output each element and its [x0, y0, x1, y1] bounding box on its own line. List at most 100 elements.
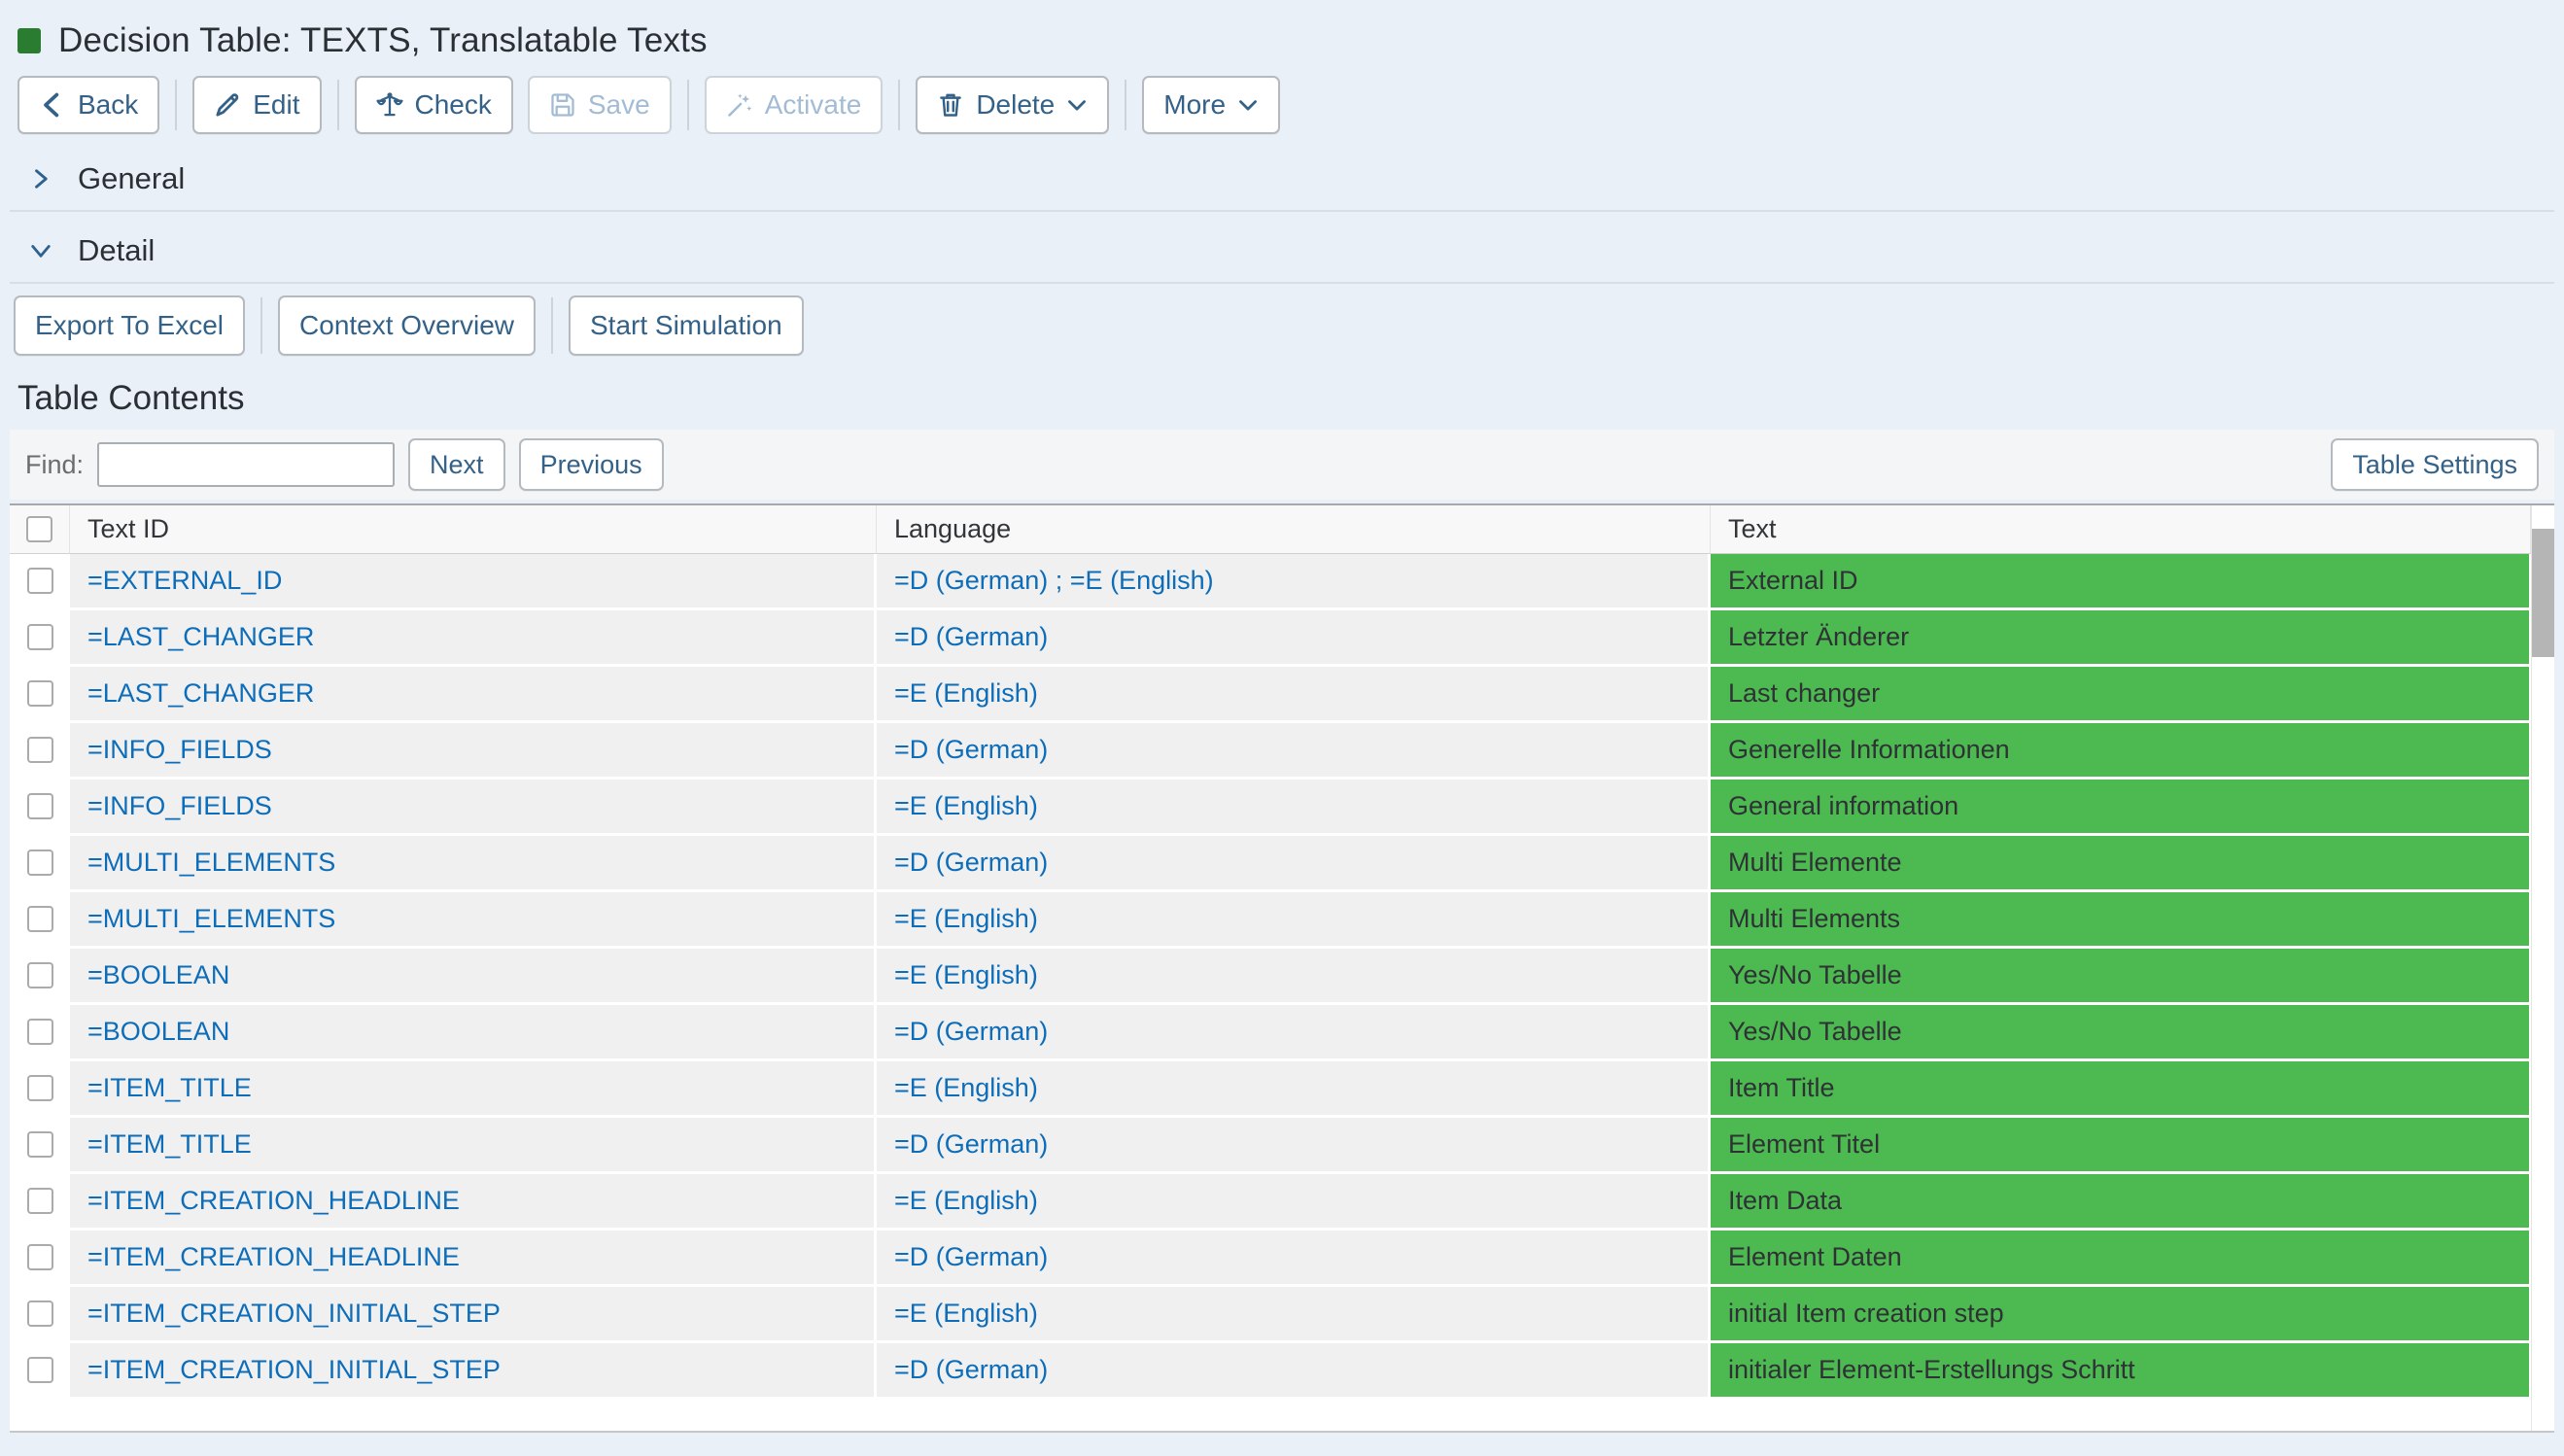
row-text-id-link[interactable]: =EXTERNAL_ID: [87, 566, 283, 595]
section-general[interactable]: General: [29, 154, 2554, 204]
context-overview-button[interactable]: Context Overview: [278, 295, 536, 356]
row-text-id-link[interactable]: =LAST_CHANGER: [87, 622, 315, 651]
row-checkbox[interactable]: [26, 1244, 53, 1270]
row-text-id-link[interactable]: =LAST_CHANGER: [87, 678, 315, 708]
section-detail[interactable]: Detail: [29, 225, 2554, 276]
row-text-value: Yes/No Tabelle: [1728, 960, 1902, 989]
row-text-cell[interactable]: Yes/No Tabelle: [1711, 1005, 2531, 1061]
row-language-link[interactable]: =E (English): [894, 678, 1038, 708]
row-text-id-link[interactable]: =ITEM_CREATION_HEADLINE: [87, 1186, 460, 1215]
row-text-id-link[interactable]: =ITEM_TITLE: [87, 1129, 252, 1159]
row-text-id-link[interactable]: =ITEM_CREATION_INITIAL_STEP: [87, 1355, 501, 1384]
row-text-value: Yes/No Tabelle: [1728, 1017, 1902, 1046]
check-button[interactable]: Check: [354, 76, 513, 134]
row-text-id-link[interactable]: =INFO_FIELDS: [87, 791, 272, 820]
table-contents-heading: Table Contents: [17, 379, 245, 417]
vertical-scrollbar-thumb[interactable]: [2532, 529, 2554, 657]
row-checkbox-cell: [10, 1231, 70, 1287]
more-label: More: [1163, 89, 1227, 120]
row-text-value: Item Title: [1728, 1073, 1835, 1102]
row-checkbox[interactable]: [26, 1188, 53, 1214]
row-language-link[interactable]: =E (English): [894, 1299, 1038, 1328]
row-text-cell[interactable]: Last changer: [1711, 667, 2531, 723]
row-text-id-link[interactable]: =INFO_FIELDS: [87, 735, 272, 764]
table-settings-button[interactable]: Table Settings: [2331, 438, 2539, 491]
row-language-link[interactable]: =D (German): [894, 848, 1049, 877]
find-previous-button[interactable]: Previous: [518, 438, 664, 491]
row-text-id-link[interactable]: =MULTI_ELEMENTS: [87, 904, 336, 933]
select-all-cell[interactable]: [10, 505, 70, 554]
section-general-label: General: [78, 161, 186, 195]
more-button[interactable]: More: [1142, 76, 1281, 134]
row-text-id-link[interactable]: =BOOLEAN: [87, 1017, 230, 1046]
row-language-link[interactable]: =D (German): [894, 1129, 1049, 1159]
table-header-row: Text ID Language Text: [10, 505, 2554, 554]
row-language-link[interactable]: =D (German): [894, 622, 1049, 651]
row-text-cell[interactable]: Item Data: [1711, 1174, 2531, 1231]
row-text-cell[interactable]: initial Item creation step: [1711, 1287, 2531, 1343]
row-checkbox[interactable]: [26, 849, 53, 876]
toolbar-separator: [336, 80, 339, 130]
row-text-cell[interactable]: Generelle Informationen: [1711, 723, 2531, 780]
row-language-link[interactable]: =D (German): [894, 1355, 1049, 1384]
row-checkbox[interactable]: [26, 793, 53, 819]
row-text-id-cell: =LAST_CHANGER: [70, 667, 877, 723]
row-text-cell[interactable]: General information: [1711, 780, 2531, 836]
edit-button[interactable]: Edit: [192, 76, 322, 134]
row-text-cell[interactable]: Yes/No Tabelle: [1711, 949, 2531, 1005]
activate-button[interactable]: Activate: [704, 76, 884, 134]
row-checkbox[interactable]: [26, 1019, 53, 1045]
row-text-id-link[interactable]: =MULTI_ELEMENTS: [87, 848, 336, 877]
row-language-link[interactable]: =D (German): [894, 1242, 1049, 1271]
delete-button[interactable]: Delete: [916, 76, 1110, 134]
row-language-link[interactable]: =E (English): [894, 1186, 1038, 1215]
row-checkbox[interactable]: [26, 624, 53, 650]
row-checkbox[interactable]: [26, 737, 53, 763]
start-simulation-button[interactable]: Start Simulation: [569, 295, 804, 356]
row-checkbox[interactable]: [26, 1075, 53, 1101]
row-text-id-cell: =INFO_FIELDS: [70, 723, 877, 780]
save-button[interactable]: Save: [527, 76, 672, 134]
row-checkbox[interactable]: [26, 1357, 53, 1383]
table-row: =ITEM_CREATION_INITIAL_STEP =E (English)…: [10, 1287, 2554, 1343]
row-language-link[interactable]: =D (German): [894, 1017, 1049, 1046]
row-text-id-link[interactable]: =BOOLEAN: [87, 960, 230, 989]
row-language-link[interactable]: =D (German) ; =E (English): [894, 566, 1214, 595]
row-checkbox[interactable]: [26, 1131, 53, 1158]
row-text-id-cell: =ITEM_TITLE: [70, 1061, 877, 1118]
row-text-id-link[interactable]: =ITEM_CREATION_HEADLINE: [87, 1242, 460, 1271]
row-text-cell[interactable]: External ID: [1711, 554, 2531, 610]
row-language-cell: =D (German): [877, 1005, 1711, 1061]
row-text-id-link[interactable]: =ITEM_CREATION_INITIAL_STEP: [87, 1299, 501, 1328]
row-checkbox[interactable]: [26, 906, 53, 932]
select-all-checkbox[interactable]: [26, 516, 52, 542]
row-text-cell[interactable]: Multi Elements: [1711, 892, 2531, 949]
row-text-cell[interactable]: Element Daten: [1711, 1231, 2531, 1287]
row-checkbox[interactable]: [26, 568, 53, 594]
find-bar: Find: Next Previous Table Settings: [10, 430, 2554, 500]
row-language-link[interactable]: =E (English): [894, 1073, 1038, 1102]
row-checkbox[interactable]: [26, 962, 53, 988]
row-text-cell[interactable]: Letzter Änderer: [1711, 610, 2531, 667]
row-language-link[interactable]: =D (German): [894, 735, 1049, 764]
back-button[interactable]: Back: [17, 76, 160, 134]
row-text-cell[interactable]: Element Titel: [1711, 1118, 2531, 1174]
column-header-text[interactable]: Text: [1711, 505, 2531, 554]
vertical-scrollbar-track[interactable]: [2531, 505, 2554, 1431]
row-language-link[interactable]: =E (English): [894, 904, 1038, 933]
row-text-cell[interactable]: Multi Elemente: [1711, 836, 2531, 892]
export-to-excel-button[interactable]: Export To Excel: [14, 295, 246, 356]
row-text-id-cell: =ITEM_CREATION_HEADLINE: [70, 1231, 877, 1287]
find-next-button[interactable]: Next: [408, 438, 505, 491]
row-language-link[interactable]: =E (English): [894, 791, 1038, 820]
row-text-cell[interactable]: Item Title: [1711, 1061, 2531, 1118]
column-header-text-id[interactable]: Text ID: [70, 505, 877, 554]
row-language-link[interactable]: =E (English): [894, 960, 1038, 989]
row-text-cell[interactable]: initialer Element-Erstellungs Schritt: [1711, 1343, 2531, 1400]
row-checkbox[interactable]: [26, 1300, 53, 1327]
row-checkbox[interactable]: [26, 680, 53, 707]
column-header-language[interactable]: Language: [877, 505, 1711, 554]
row-text-id-link[interactable]: =ITEM_TITLE: [87, 1073, 252, 1102]
table-row: =INFO_FIELDS =E (English) General inform…: [10, 780, 2554, 836]
find-input[interactable]: [97, 442, 396, 487]
